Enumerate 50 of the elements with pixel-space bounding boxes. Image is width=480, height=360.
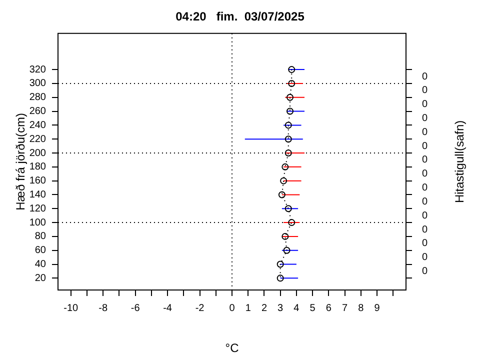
text: 0 <box>422 99 428 110</box>
text: 0 <box>422 266 428 277</box>
y-tick-label: 180 <box>29 162 46 173</box>
y-tick-label: 60 <box>34 245 46 256</box>
x-tick-label: 8 <box>358 302 364 314</box>
x-tick-label: 3 <box>278 302 284 314</box>
x-tick-label: -4 <box>163 302 172 314</box>
y-tick-label: 320 <box>29 64 46 76</box>
x-tick-label: 4 <box>294 302 300 314</box>
x-tick-label: 7 <box>342 302 348 314</box>
y-tick-label: 300 <box>29 78 46 90</box>
y-tick-label: 200 <box>29 148 46 159</box>
y-tick-label: 40 <box>34 259 46 270</box>
x-tick-label: 2 <box>261 302 268 314</box>
y-tick-label: 80 <box>34 231 46 242</box>
x-tick-label: -8 <box>98 302 108 314</box>
x-tick-label: 5 <box>310 302 316 314</box>
text: 0 <box>422 168 428 180</box>
y-tick-label: 120 <box>29 203 46 214</box>
y-tick-label: 280 <box>29 92 46 104</box>
x-tick-label: -10 <box>64 302 79 314</box>
text: 0 <box>422 112 428 124</box>
x-tick-label: 6 <box>326 302 332 314</box>
text: 0 <box>422 196 428 208</box>
y-tick-label: 140 <box>29 189 46 200</box>
text: 0 <box>422 238 428 250</box>
y-tick-label: 20 <box>34 272 46 284</box>
text: 0 <box>422 126 428 138</box>
y-tick-label: 100 <box>29 217 46 228</box>
y-tick-label: 240 <box>29 120 46 131</box>
x-tick-label: -6 <box>130 302 140 314</box>
y-tick-label: 220 <box>29 134 46 145</box>
text: 0 <box>422 210 428 222</box>
text: 0 <box>422 154 428 166</box>
text: 0 <box>422 85 428 96</box>
x-tick-label: 9 <box>374 302 380 314</box>
y2-axis-title: Hitastigull(safn) <box>452 120 466 204</box>
text: 0 <box>422 224 428 236</box>
y-tick-label: 160 <box>29 176 46 187</box>
text: 0 <box>422 140 428 152</box>
text: 0 <box>422 182 428 194</box>
text: 0 <box>422 252 428 264</box>
text: 0 <box>422 71 428 82</box>
y-axis-title: Hæð frá jörðu(cm) <box>14 113 28 210</box>
x-tick-label: -2 <box>195 302 205 314</box>
y-tick-label: 260 <box>29 106 46 118</box>
x-axis-title: °C <box>225 341 240 356</box>
x-tick-label: 1 <box>245 302 252 314</box>
x-tick-label: 0 <box>229 302 236 314</box>
chart-title: 04:20 fim. 03/07/2025 <box>176 10 305 24</box>
